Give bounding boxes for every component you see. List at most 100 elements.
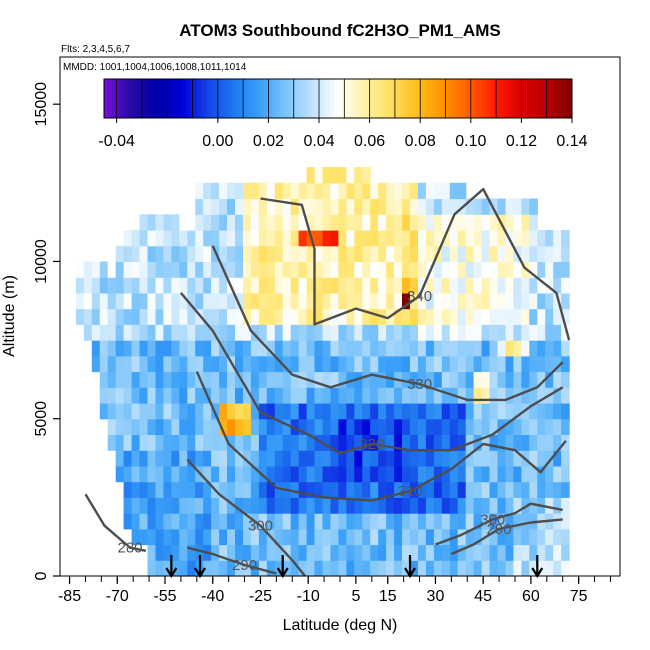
heatmap-cell (473, 355, 483, 373)
heatmap-cell (258, 261, 268, 278)
heatmap-cell (314, 214, 324, 231)
heatmap-cell (298, 245, 308, 262)
heatmap-cell (418, 418, 427, 435)
heatmap-cell (481, 308, 491, 325)
heatmap-cell (203, 403, 212, 420)
heatmap-cell (346, 403, 355, 420)
heatmap-cell (211, 340, 220, 357)
heatmap-cell (171, 371, 180, 388)
heatmap-cell (314, 497, 324, 514)
heatmap-cell (282, 308, 292, 325)
heatmap-cell (521, 513, 530, 530)
heatmap-cell (171, 230, 180, 247)
heatmap-cell (235, 387, 244, 404)
heatmap-cell (402, 245, 411, 262)
heatmap-cell (537, 403, 546, 420)
heatmap-cell (298, 560, 308, 577)
heatmap-cell (147, 308, 157, 325)
heatmap-cell (282, 324, 292, 341)
heatmap-cell (155, 418, 165, 435)
heatmap-cell (322, 245, 332, 262)
heatmap-cell (298, 355, 308, 373)
heatmap-cell (258, 481, 268, 498)
heatmap-cell (402, 182, 411, 200)
colorbar-segment (260, 79, 265, 118)
heatmap-cell (155, 528, 165, 546)
heatmap-cell (314, 340, 324, 357)
heatmap-cell (545, 481, 554, 498)
heatmap-cell (449, 308, 459, 325)
heatmap-cell (163, 465, 172, 483)
heatmap-cell (274, 245, 284, 262)
colorbar-segment (536, 79, 542, 118)
heatmap-cell (290, 528, 300, 546)
heatmap-cell (513, 560, 522, 577)
heatmap-cell (115, 308, 125, 325)
colorbar-segment (568, 79, 573, 118)
heatmap-cell (314, 167, 324, 184)
heatmap-cell (211, 261, 220, 278)
heatmap-cell (203, 277, 212, 294)
heatmap-cell (473, 513, 483, 530)
heatmap-cell (394, 340, 403, 357)
heatmap-cell (425, 387, 435, 404)
heatmap-cell (131, 465, 141, 483)
heatmap-cell (465, 481, 475, 498)
heatmap-cell (457, 340, 467, 357)
heatmap-cell (473, 497, 483, 514)
heatmap-cell (211, 450, 220, 467)
heatmap-cell (553, 544, 562, 561)
heatmap-cell (354, 418, 363, 435)
heatmap-cell (171, 324, 180, 341)
heatmap-cell (513, 261, 522, 278)
heatmap-cell (386, 465, 395, 483)
heatmap-cell (545, 308, 554, 325)
heatmap-cell (354, 481, 363, 498)
heatmap-cell (394, 528, 403, 546)
heatmap-cell (227, 214, 236, 231)
heatmap-cell (410, 245, 419, 262)
heatmap-cell (250, 340, 260, 357)
heatmap-cell (346, 497, 355, 514)
heatmap-cell (449, 245, 459, 262)
heatmap-cell (425, 371, 435, 388)
heatmap-cell (235, 528, 244, 546)
colorbar-segment (416, 79, 421, 118)
heatmap-cell (290, 182, 300, 200)
heatmap-cell (107, 324, 117, 341)
heatmap-cell (131, 308, 141, 325)
heatmap-cell (179, 560, 188, 577)
heatmap-cell (179, 261, 188, 278)
heatmap-cell (537, 340, 546, 357)
heatmap-cell (521, 340, 530, 357)
heatmap-cell (410, 418, 419, 435)
heatmap-cell (258, 434, 268, 451)
heatmap-cell (266, 434, 276, 451)
heatmap-cell (243, 198, 252, 215)
heatmap-cell (338, 387, 347, 404)
heatmap-cell (425, 481, 435, 498)
heatmap-cell (250, 324, 260, 341)
heatmap-cell (282, 387, 292, 404)
x-tick-label: 5 (351, 588, 360, 605)
colorbar-segment (560, 79, 565, 118)
heatmap-cell (282, 230, 292, 247)
heatmap-cell (354, 261, 363, 278)
heatmap-cell (497, 560, 507, 577)
contour-label: 290 (232, 557, 257, 574)
heatmap-cell (545, 528, 554, 546)
heatmap-cell (338, 513, 347, 530)
heatmap-cell (99, 387, 109, 404)
colorbar-segment (107, 79, 113, 118)
heatmap-cell (131, 230, 141, 247)
heatmap-cell (441, 481, 451, 498)
heatmap-cell (465, 371, 475, 388)
heatmap-cell (354, 308, 363, 325)
heatmap-cell (457, 277, 467, 294)
heatmap-cell (179, 465, 188, 483)
heatmap-cell (378, 245, 387, 262)
heatmap-cell (433, 465, 443, 483)
heatmap-cell (418, 560, 427, 577)
heatmap-cell (489, 403, 499, 420)
